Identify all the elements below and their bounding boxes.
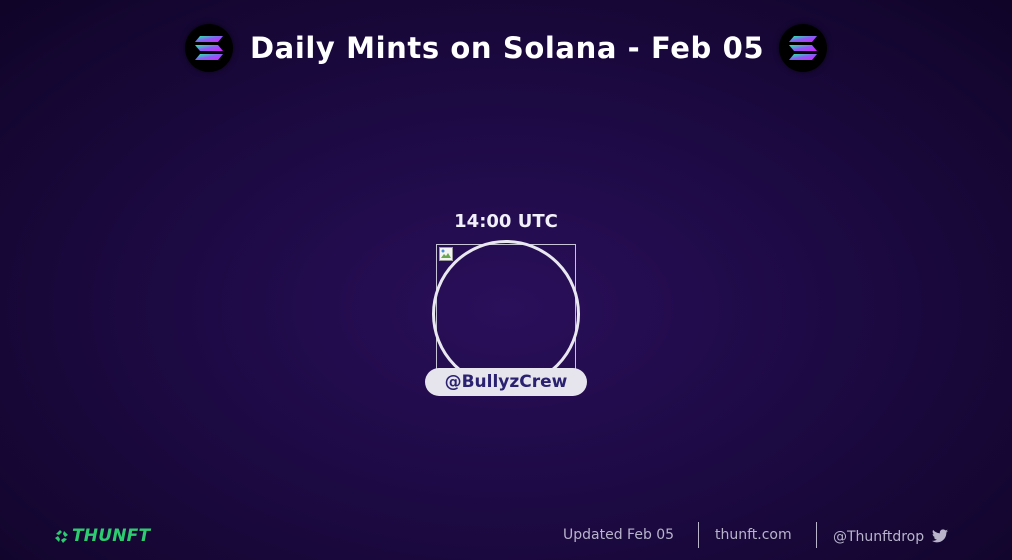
mint-time: 14:00 UTC: [454, 211, 558, 232]
page-title: Daily Mints on Solana - Feb 05: [250, 31, 765, 65]
brand-name: THUNFT: [72, 526, 151, 546]
solana-logo-icon: [185, 24, 233, 72]
twitter-handle-link[interactable]: @Thunftdrop: [833, 529, 925, 545]
avatar-ring: [432, 240, 580, 388]
broken-image-icon: [439, 247, 453, 261]
header: Daily Mints on Solana - Feb 05: [0, 22, 1012, 74]
updated-date: Updated Feb 05: [563, 527, 675, 543]
site-link[interactable]: thunft.com: [715, 527, 792, 543]
solana-logo-icon: [779, 24, 827, 72]
twitter-bird-icon[interactable]: [932, 529, 948, 543]
recycle-arrows-icon: [55, 530, 68, 543]
mint-card[interactable]: 14:00 UTC @BullyzCrew: [406, 210, 606, 400]
divider: [698, 522, 699, 548]
divider: [816, 522, 817, 548]
project-handle[interactable]: @BullyzCrew: [425, 368, 587, 396]
